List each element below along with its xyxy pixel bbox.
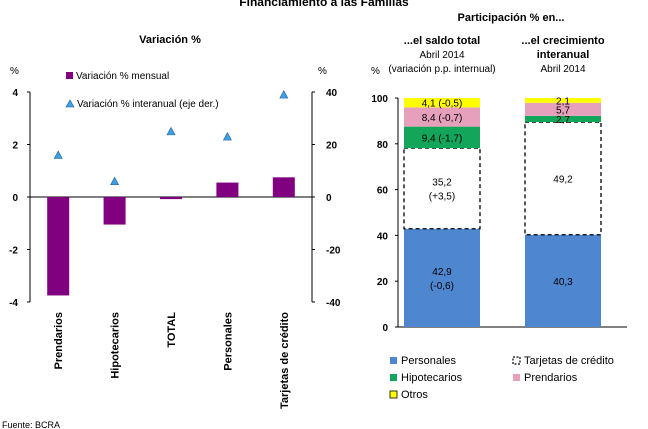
- legend-triangle-icon: [65, 99, 75, 108]
- column-header-crecimiento: ...el crecimiento: [521, 35, 604, 47]
- segment-label-personales: (-0,6): [430, 281, 454, 292]
- segment-label-otros: 4,1 (-0,5): [422, 99, 463, 110]
- left-tick-label: 0: [12, 193, 18, 204]
- right-tick-label: -40: [326, 298, 341, 309]
- participation-tick-label: 40: [377, 231, 389, 242]
- stack-segment-otros: [525, 98, 601, 103]
- marker-interanual: [110, 176, 120, 186]
- participation-tick-label: 100: [371, 94, 388, 105]
- participation-chart-title: Participación % en...: [458, 12, 565, 24]
- segment-label-hipotecarios: 9,4 (-1,7): [422, 133, 463, 144]
- left-tick-label: -4: [9, 298, 18, 309]
- column-header-crecimiento: interanual: [537, 49, 590, 61]
- category-label: Personales: [222, 312, 234, 371]
- legend-swatch-otros: [389, 390, 398, 399]
- variation-legend: Variación % mensual Variación % interanu…: [65, 71, 219, 110]
- marker-interanual: [279, 89, 289, 99]
- segment-label-otros: 2,1: [556, 96, 570, 107]
- legend-swatch-hipotecarios: [390, 374, 397, 381]
- participation-tick-label: 20: [377, 277, 389, 288]
- variation-chart-title: Variación %: [139, 34, 201, 46]
- legend-label-prendarios: Prendarios: [524, 372, 578, 384]
- marker-interanual: [53, 150, 63, 159]
- bar-mensual: [272, 177, 295, 197]
- left-tick-label: 2: [12, 141, 18, 152]
- page-title: Financiamiento a las Familias: [239, 0, 409, 9]
- segment-label-tarjetas: 35,2: [432, 177, 452, 188]
- segment-label-tarjetas: 49,2: [553, 174, 573, 185]
- legend-label-mensual: Variación % mensual: [76, 71, 169, 82]
- legend-swatch-mensual: [66, 72, 73, 79]
- left-axis-unit: %: [10, 66, 19, 77]
- segment-label-prendarios: 8,4 (-0,7): [422, 113, 463, 124]
- participation-chart: Participación % en... ...el saldo total …: [371, 12, 627, 401]
- marker-interanual: [222, 131, 232, 141]
- stack-segment-hipotecarios: [525, 115, 601, 123]
- right-tick-label: 20: [326, 141, 338, 152]
- legend-label-tarjetas: Tarjetas de crédito: [524, 355, 614, 367]
- segment-label-hipotecarios: 2,7: [556, 115, 570, 126]
- left-tick-label: -2: [9, 246, 18, 257]
- stack-segment-prendarios: [525, 102, 601, 116]
- stack-segment-personales: [525, 234, 601, 327]
- legend-swatch-prendarios: [513, 374, 520, 381]
- category-label: Tarjetas de crédito: [279, 312, 291, 409]
- segment-label-tarjetas: (+3,5): [429, 191, 455, 202]
- bar-mensual: [160, 197, 182, 200]
- right-tick-label: -20: [326, 246, 341, 257]
- column-sub-saldo-date: Abril 2014: [419, 50, 464, 61]
- bar-mensual: [103, 197, 126, 225]
- stack-segment-prendarios: [404, 107, 480, 127]
- marker-interanual: [166, 126, 176, 136]
- stack-segment-hipotecarios: [404, 126, 480, 149]
- category-label: TOTAL: [166, 312, 178, 348]
- column-sub-saldo-note: (variación p.p. internual): [388, 64, 495, 75]
- bar-mensual: [216, 182, 239, 197]
- segment-label-personales: 42,9: [432, 267, 452, 278]
- column-sub-crecimiento-date: Abril 2014: [540, 64, 585, 75]
- stack-segment-personales: [404, 228, 480, 327]
- column-header-saldo: ...el saldo total: [404, 35, 480, 47]
- segment-label-prendarios: 5,7: [556, 105, 570, 116]
- participation-tick-label: 80: [377, 140, 389, 151]
- category-label: Prendarios: [53, 312, 65, 369]
- legend-swatch-personales: [390, 357, 397, 364]
- bar-mensual: [47, 197, 70, 296]
- right-axis-unit: %: [318, 66, 327, 77]
- legend-swatch-tarjetas: [512, 356, 521, 365]
- participation-tick-label: 0: [382, 323, 388, 334]
- legend-label-personales: Personales: [401, 355, 457, 367]
- legend-label-otros: Otros: [401, 389, 428, 401]
- segment-label-personales: 40,3: [553, 277, 573, 288]
- participation-axis-unit: %: [371, 66, 380, 77]
- legend-label-interanual: Variación % interanual (eje der.): [77, 99, 219, 110]
- participation-tick-label: 60: [377, 186, 389, 197]
- stack-segment-otros: [404, 98, 480, 108]
- category-label: Hipotecarios: [110, 312, 122, 379]
- right-tick-label: 40: [326, 88, 338, 99]
- right-tick-label: 0: [326, 193, 332, 204]
- left-tick-label: 4: [12, 88, 18, 99]
- legend-label-hipotecarios: Hipotecarios: [401, 372, 463, 384]
- source-note: Fuente: BCRA: [2, 420, 60, 429]
